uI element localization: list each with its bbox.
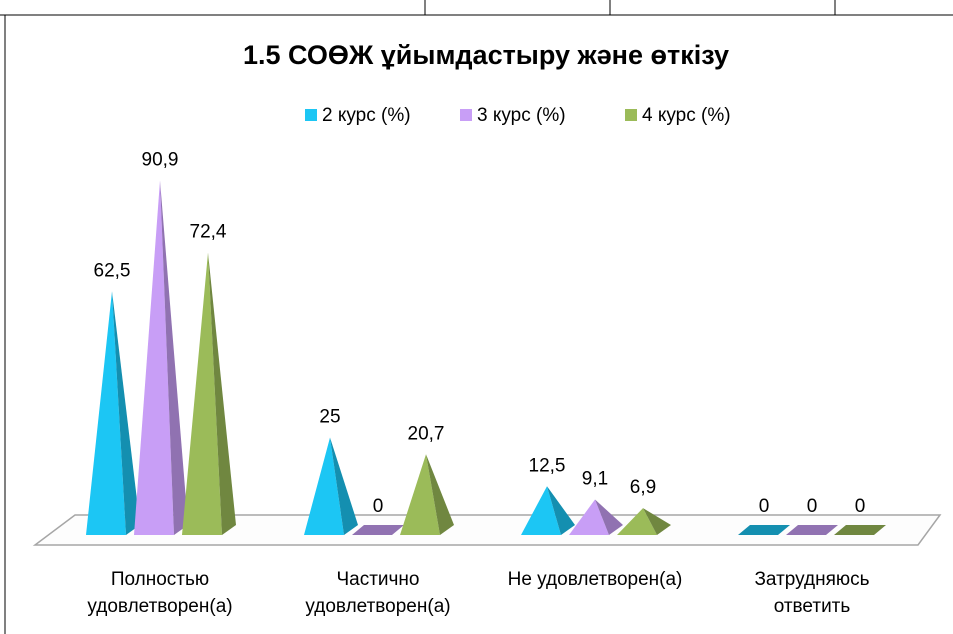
pyramid-flat (834, 525, 886, 535)
pyramid-side (643, 508, 671, 535)
pyramid (738, 525, 790, 535)
data-label: 62,5 (94, 260, 131, 281)
pyramid (569, 499, 623, 535)
data-label: 0 (759, 496, 770, 517)
pyramid-face (304, 437, 344, 535)
floor (32, 514, 942, 546)
x-tick-label: Не удовлетворен(а) (507, 569, 683, 590)
pyramid-face (134, 180, 174, 536)
legend-swatch (460, 109, 472, 121)
x-tick-label: Частично удовлетворен(а) (305, 569, 451, 617)
pyramid-face (182, 252, 222, 535)
data-label: 25 (319, 407, 340, 428)
data-label: 0 (807, 496, 818, 517)
pyramid-side (208, 252, 236, 535)
legend-label: 4 курс (%) (642, 105, 731, 126)
pyramid-face (400, 454, 440, 535)
pyramid-side (160, 180, 188, 536)
pyramid (304, 437, 358, 535)
pyramid (182, 252, 236, 535)
pyramid-face (521, 486, 561, 535)
pyramid-face (617, 508, 657, 535)
data-label: 72,4 (190, 222, 227, 243)
pyramid-side (595, 499, 623, 535)
pyramid (617, 508, 671, 535)
data-label: 90,9 (142, 150, 179, 171)
x-tick-label: Затрудняюсь ответить (754, 569, 870, 617)
legend-label: 3 курс (%) (477, 105, 566, 126)
pyramid (834, 525, 886, 535)
legend-label: 2 курс (%) (322, 105, 411, 126)
pyramid-face (86, 291, 126, 535)
pyramid-side (330, 437, 358, 535)
pyramid (134, 180, 188, 536)
chart-title: 1.5 СОӨЖ ұйымдастыру және өткізу (243, 40, 729, 70)
pyramid (521, 486, 575, 535)
pyramid-side (426, 454, 454, 535)
pyramid (86, 291, 140, 535)
data-label: 0 (855, 496, 866, 517)
legend-swatch (305, 109, 317, 121)
data-label: 6,9 (630, 477, 656, 498)
pyramid-side (547, 486, 575, 535)
pyramid (352, 525, 404, 535)
data-label: 20,7 (408, 423, 445, 444)
pyramid (786, 525, 838, 535)
x-tick-label: Полностью удовлетворен(а) (87, 569, 233, 617)
pyramid-flat (352, 525, 404, 535)
pyramid-flat (786, 525, 838, 535)
data-label: 12,5 (529, 455, 566, 476)
data-label: 9,1 (582, 469, 608, 490)
pyramid (400, 454, 454, 535)
legend-swatch (625, 109, 637, 121)
pyramid-face (569, 499, 609, 535)
pyramid-flat (738, 525, 790, 535)
pyramid-side (112, 291, 140, 535)
data-label: 0 (373, 496, 384, 517)
